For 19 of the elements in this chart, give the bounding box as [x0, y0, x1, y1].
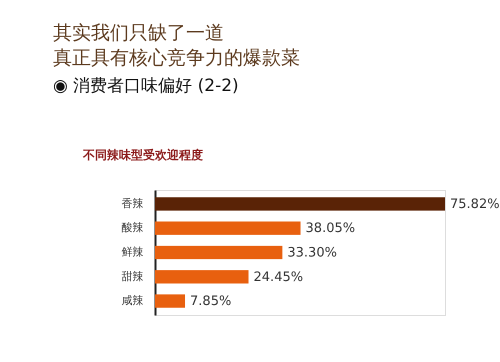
y-tick-label: 甜辣 — [122, 270, 144, 283]
bar — [155, 246, 282, 260]
data-label: 24.45% — [254, 270, 304, 285]
data-label: 38.05% — [306, 221, 356, 236]
text: 不同辣味型受欢迎程度 — [82, 148, 203, 162]
text: 真正具有核心竞争力的爆款菜 — [53, 47, 300, 69]
data-label: 33.30% — [287, 246, 337, 260]
y-tick-label: 鲜辣 — [122, 246, 144, 258]
y-tick-label: 咸辣 — [122, 294, 144, 308]
bar — [155, 294, 186, 308]
chart-subtitle: ◉ 消费者口味偏好 (2-2) — [53, 76, 239, 96]
bar — [155, 222, 301, 235]
data-label: 7.85% — [190, 294, 232, 310]
y-tick-label: 酸辣 — [122, 221, 144, 234]
bar — [155, 197, 445, 211]
data-label: 75.82% — [450, 196, 500, 212]
bar — [155, 270, 249, 284]
text: 其实我们只缺了一道 — [53, 22, 224, 44]
y-tick-label: 香辣 — [122, 196, 144, 210]
